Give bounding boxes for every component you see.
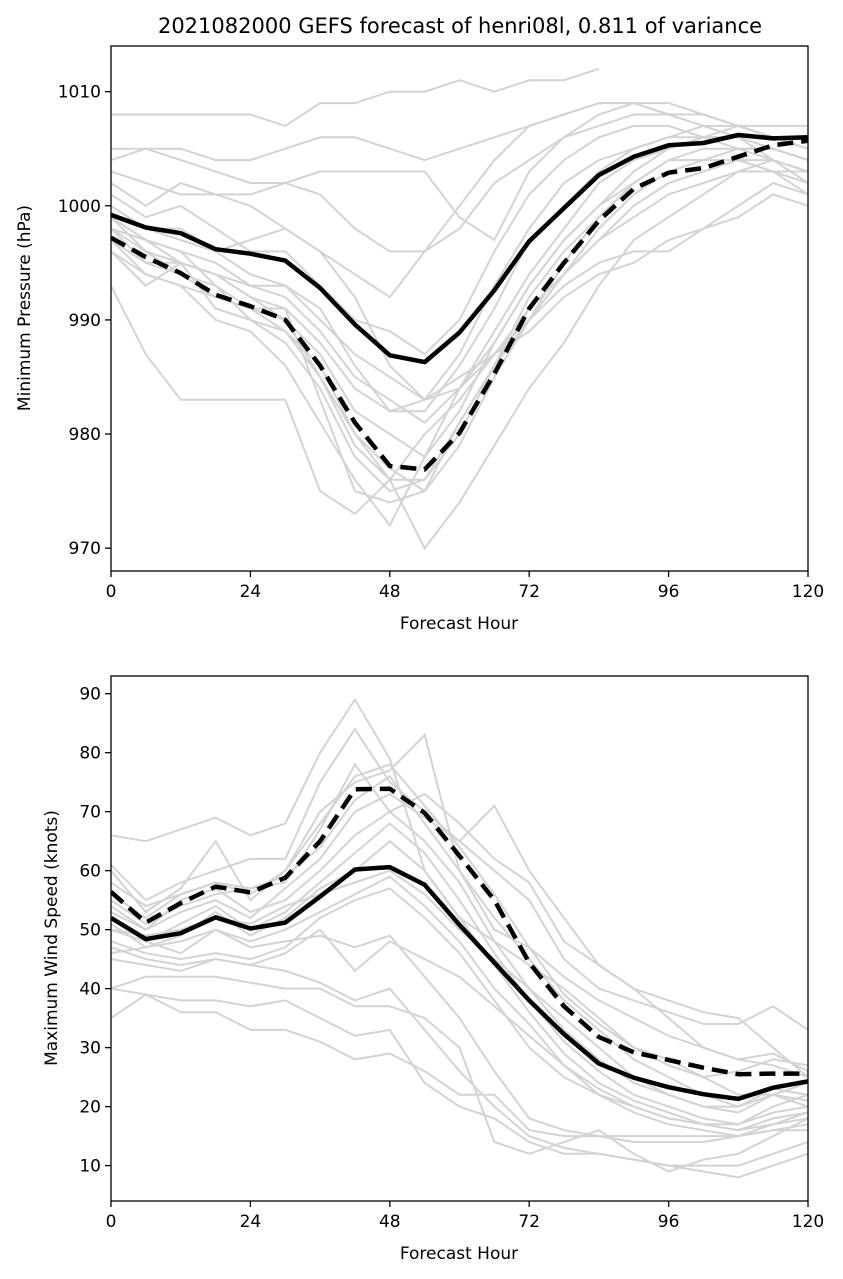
wind-x-axis-label: Forecast Hour (400, 1244, 518, 1264)
wind-ensemble-member-line (111, 727, 808, 1031)
wind-ensemble-member-line (111, 958, 808, 1167)
wind-axis-ticks: 0 24 48 72 96 120 10 20 30 40 50 60 70 80 90 (79, 685, 824, 1232)
wind-y-axis-label: Maximum Wind Speed (knots) (42, 810, 62, 1066)
wind-solid-line (111, 864, 808, 1102)
pressure-ensemble-member-line (111, 102, 808, 253)
pressure-ensemble-member-line (111, 124, 808, 459)
x-tick-label: 0 (106, 582, 117, 602)
x-tick-label: 72 (518, 1212, 540, 1232)
pressure-ensemble-member-line (111, 102, 808, 242)
chart-title: 2021082000 GEFS forecast of henri08l, 0.… (158, 14, 762, 38)
pressure-plot-frame (110, 45, 809, 572)
wind-ensemble-member-line (111, 887, 808, 1132)
y-tick-label: 80 (79, 744, 101, 764)
pressure-ensemble-member-line (111, 67, 600, 127)
y-tick-label: 980 (69, 425, 101, 445)
pressure-ensemble-member-line (111, 124, 808, 356)
x-tick-label: 120 (792, 1212, 824, 1232)
y-tick-label: 990 (69, 311, 101, 331)
wind-mean-lines (111, 786, 808, 1102)
y-tick-label: 1000 (58, 197, 101, 217)
pressure-ensemble-member-line (111, 159, 808, 528)
x-tick-label: 48 (379, 582, 401, 602)
pressure-ensemble-member-line (111, 136, 808, 402)
x-tick-label: 24 (240, 582, 262, 602)
wind-panel: 0 24 48 72 96 120 10 20 30 40 50 60 70 80 90 Forecast … (42, 675, 824, 1264)
pressure-mean-lines (111, 132, 808, 472)
wind-ensemble-member-line (111, 762, 808, 1079)
pressure-ensemble-member-line (111, 181, 808, 401)
y-tick-label: 70 (79, 803, 101, 823)
wind-ensemble-member-line (111, 733, 808, 1073)
pressure-dashed-line (111, 138, 808, 472)
wind-ensemble-member-line (111, 993, 808, 1138)
y-tick-label: 10 (79, 1157, 101, 1177)
wind-ensemble-member-line (111, 928, 808, 1143)
pressure-ensemble-member-line (111, 193, 808, 516)
wind-dashed-line (111, 786, 808, 1077)
y-tick-label: 40 (79, 980, 101, 1000)
y-tick-label: 20 (79, 1098, 101, 1118)
pressure-solid-line (111, 132, 808, 365)
x-tick-label: 120 (792, 582, 824, 602)
x-tick-label: 96 (658, 582, 680, 602)
wind-ensemble-member-line (111, 774, 808, 1108)
y-tick-label: 1010 (58, 83, 101, 103)
pressure-panel: 0 24 48 72 96 120 970 980 990 1000 1010 Forecast H… (15, 45, 824, 634)
wind-ensemble-members (111, 697, 808, 1179)
y-tick-label: 90 (79, 685, 101, 705)
pressure-ensemble-member-line (111, 170, 808, 504)
x-tick-label: 96 (658, 1212, 680, 1232)
pressure-ensemble-member-line (111, 113, 808, 299)
y-tick-label: 970 (69, 539, 101, 559)
wind-ensemble-member-line (111, 928, 808, 1138)
pressure-y-axis-label: Minimum Pressure (hPa) (15, 205, 35, 411)
wind-ensemble-member-line (111, 987, 808, 1179)
y-tick-label: 30 (79, 1039, 101, 1059)
pressure-x-axis-label: Forecast Hour (400, 614, 518, 634)
wind-ensemble-member-line (111, 792, 808, 1078)
pressure-ensemble-member-line (111, 124, 808, 413)
wind-ensemble-member-line (111, 697, 808, 1108)
pressure-ensemble-member-line (111, 102, 808, 162)
wind-ensemble-member-line (111, 975, 808, 1173)
x-tick-label: 48 (379, 1212, 401, 1232)
y-tick-label: 60 (79, 862, 101, 882)
x-tick-label: 72 (518, 582, 540, 602)
wind-plot-frame (110, 675, 809, 1202)
x-tick-label: 0 (106, 1212, 117, 1232)
x-tick-label: 24 (240, 1212, 262, 1232)
y-tick-label: 50 (79, 921, 101, 941)
pressure-ensemble-member-line (111, 159, 808, 493)
wind-ensemble-member-line (111, 822, 808, 1126)
pressure-axis-ticks: 0 24 48 72 96 120 970 980 990 1000 1010 (58, 83, 824, 602)
wind-ensemble-member-line (111, 763, 808, 1079)
pressure-ensemble-member-line (111, 136, 808, 424)
